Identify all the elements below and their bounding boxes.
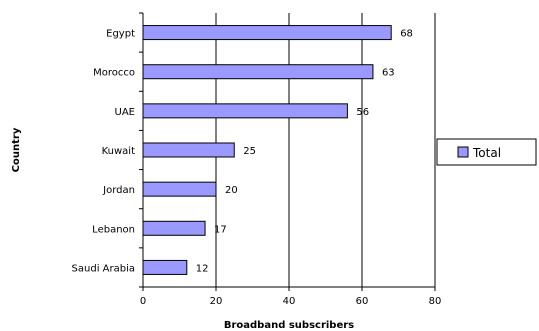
data-label: 12 bbox=[196, 263, 209, 274]
x-tick-label: 40 bbox=[283, 296, 296, 307]
category-label: Egypt bbox=[106, 29, 135, 40]
x-tick-labels: 0 20 40 60 80 bbox=[140, 296, 442, 307]
legend-label-total: Total bbox=[472, 146, 501, 160]
x-axis-title: Broadband subscribers bbox=[224, 320, 354, 331]
x-tick-label: 20 bbox=[210, 296, 223, 307]
legend: Total bbox=[436, 138, 537, 166]
category-label: Kuwait bbox=[102, 146, 135, 157]
category-label: Jordan bbox=[102, 185, 135, 196]
legend-swatch-total bbox=[457, 146, 469, 158]
category-label: Saudi Arabia bbox=[72, 263, 135, 274]
category-label: Morocco bbox=[93, 68, 135, 79]
bar-jordan bbox=[142, 181, 217, 197]
data-labels: 68 63 56 25 20 17 12 bbox=[196, 29, 413, 275]
data-label: 25 bbox=[243, 146, 256, 157]
bar-saudi-arabia bbox=[142, 259, 188, 275]
bars bbox=[142, 25, 392, 275]
data-label: 56 bbox=[356, 107, 369, 118]
data-label: 17 bbox=[214, 224, 227, 235]
category-labels: Egypt Morocco UAE Kuwait Jordan Lebanon Saudi … bbox=[72, 29, 136, 275]
x-tick-label: 0 bbox=[140, 296, 146, 307]
category-label: Lebanon bbox=[92, 224, 135, 235]
axes bbox=[139, 12, 436, 291]
category-label: UAE bbox=[115, 107, 135, 118]
x-tick-label: 60 bbox=[356, 296, 369, 307]
bar-morocco bbox=[142, 64, 374, 80]
legend-box bbox=[436, 138, 537, 166]
data-label: 63 bbox=[382, 68, 395, 79]
bar-lebanon bbox=[142, 220, 206, 236]
bar-egypt bbox=[142, 25, 392, 41]
data-label: 68 bbox=[400, 29, 413, 40]
bar-kuwait bbox=[142, 142, 235, 158]
data-label: 20 bbox=[225, 185, 238, 196]
bar-uae bbox=[142, 103, 348, 119]
x-tick-label: 80 bbox=[429, 296, 442, 307]
y-axis-title: Country bbox=[11, 127, 22, 172]
